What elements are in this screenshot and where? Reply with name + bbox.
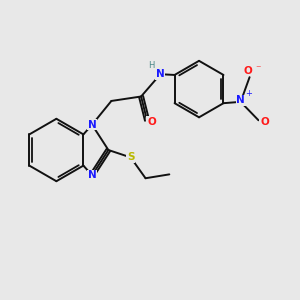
Text: +: +	[245, 89, 252, 98]
Text: O: O	[260, 117, 269, 127]
Text: H: H	[148, 61, 154, 70]
Text: N: N	[88, 170, 96, 180]
Text: O: O	[147, 117, 156, 127]
Text: ⁻: ⁻	[255, 64, 261, 74]
Text: N: N	[236, 95, 245, 105]
Text: N: N	[88, 120, 96, 130]
Text: N: N	[156, 69, 165, 79]
Text: S: S	[127, 152, 134, 162]
Text: O: O	[244, 66, 253, 76]
